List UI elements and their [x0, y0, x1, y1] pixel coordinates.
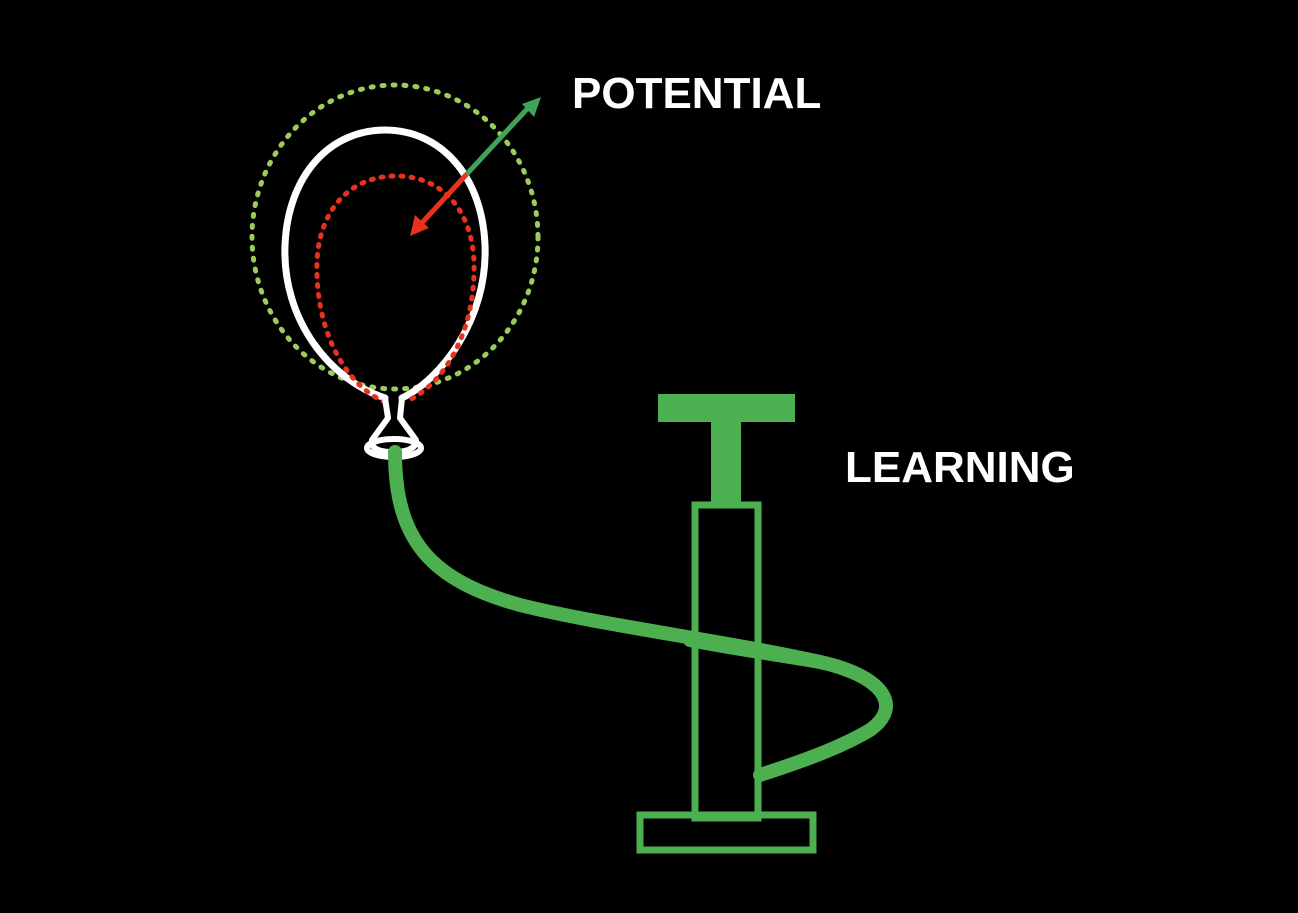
pump-base	[636, 811, 817, 854]
air-pump-icon	[636, 394, 817, 854]
contracted-balloon-outline	[314, 173, 477, 405]
balloon-knot	[368, 397, 419, 455]
hose-icon	[388, 445, 893, 782]
pump-cylinder	[691, 501, 762, 822]
learning-label: LEARNING	[845, 443, 1075, 492]
contract-arrow	[410, 173, 468, 236]
hose-front-segment	[683, 633, 827, 669]
expand-arrow	[462, 97, 541, 179]
pump-stem	[711, 420, 741, 504]
balloon-icon	[281, 126, 489, 402]
expanded-balloon-outline	[249, 82, 541, 392]
potential-label: POTENTIAL	[572, 69, 822, 118]
pump-handle	[658, 394, 795, 422]
